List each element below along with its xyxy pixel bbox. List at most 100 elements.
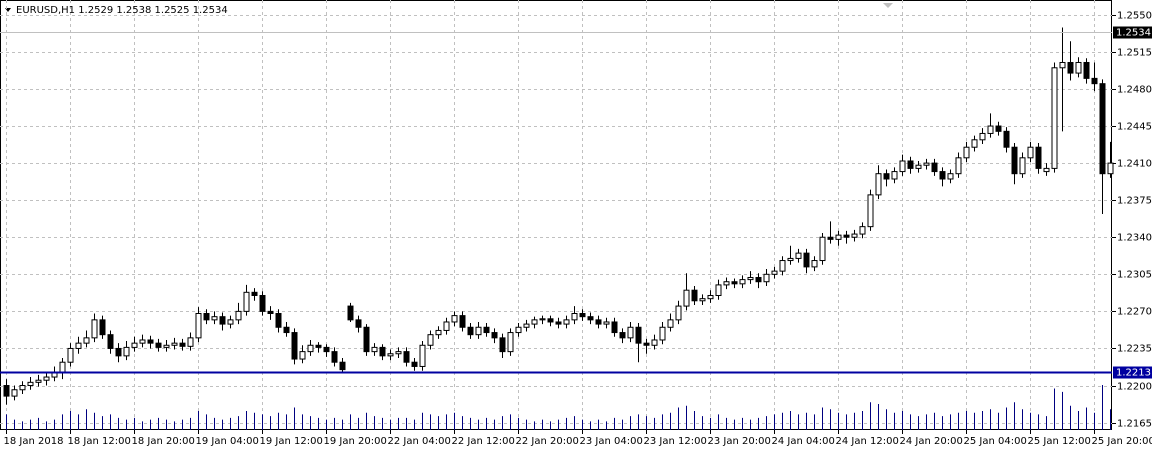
candle-body <box>11 389 18 397</box>
candle-body <box>923 162 930 166</box>
candle-body <box>987 125 994 134</box>
candle-body <box>603 321 610 325</box>
candle-body <box>883 173 890 180</box>
candle-body <box>875 173 882 196</box>
candle-body <box>379 346 386 357</box>
candle-body <box>1035 146 1042 169</box>
candle-body <box>643 342 650 346</box>
candle-body <box>35 379 42 383</box>
candle-body <box>931 162 938 173</box>
candle-body <box>971 139 978 148</box>
candle-body <box>715 284 722 296</box>
candle-body <box>1043 167 1050 173</box>
candle-body <box>659 326 666 341</box>
candle-body <box>947 173 954 180</box>
candle-body <box>995 125 1002 132</box>
x-tick-label: 22 Jan 04:00 <box>388 436 451 447</box>
candle-body <box>507 332 514 353</box>
candle-body <box>387 353 394 357</box>
candle-body <box>43 376 50 381</box>
x-tick-label: 22 Jan 12:00 <box>452 436 515 447</box>
candle-body <box>795 252 802 259</box>
level-line-tag <box>1113 366 1152 379</box>
candle-body <box>611 321 618 334</box>
price-line-tag <box>1113 26 1152 39</box>
x-tick-label: 22 Jan 20:00 <box>516 436 579 447</box>
x-tick-label: 24 Jan 20:00 <box>900 436 963 447</box>
x-tick-label: 19 Jan 04:00 <box>196 436 259 447</box>
candle-body <box>563 319 570 325</box>
candle-body <box>595 319 602 325</box>
candle-body <box>851 233 858 238</box>
candle-body <box>819 236 826 262</box>
candle-body <box>67 347 74 363</box>
candle-body <box>99 319 106 336</box>
candle-body <box>475 326 482 336</box>
candle-body <box>691 289 698 302</box>
shift-marker[interactable] <box>883 3 893 8</box>
candle-body <box>763 273 770 283</box>
candle-body <box>891 171 898 180</box>
y-tick-label: 1.2375 <box>1117 196 1152 207</box>
candle-body <box>283 326 290 334</box>
candle-body <box>227 319 234 325</box>
candle-body <box>979 132 986 141</box>
candle-body <box>187 337 194 347</box>
candle-body <box>547 318 554 323</box>
candle-body <box>835 234 842 240</box>
candle-body <box>707 294 714 300</box>
x-tick-label: 23 Jan 20:00 <box>708 436 771 447</box>
candle-body <box>827 236 834 240</box>
candle-body <box>435 329 442 336</box>
candle-body <box>91 319 98 339</box>
candle-body <box>411 361 418 367</box>
candle-body <box>907 160 914 169</box>
candle-body <box>83 337 90 344</box>
candle-body <box>939 171 946 180</box>
candle-body <box>1051 67 1058 169</box>
candle-body <box>899 160 906 173</box>
candle-body <box>523 323 530 328</box>
candle-body <box>299 351 306 360</box>
candle-body <box>1027 146 1034 159</box>
candle-body <box>515 326 522 334</box>
candle-body <box>459 315 466 328</box>
candle-body <box>155 342 162 348</box>
x-tick-label: 24 Jan 12:00 <box>836 436 899 447</box>
y-tick-label: 1.2480 <box>1117 85 1152 96</box>
x-tick-label: 18 Jan 20:00 <box>132 436 195 447</box>
candle-body <box>483 326 490 334</box>
candle-body <box>811 260 818 268</box>
y-tick-label: 1.2305 <box>1117 270 1152 281</box>
candle-body <box>203 312 210 321</box>
candle-body <box>627 326 634 339</box>
candle-body <box>1003 130 1010 148</box>
candle-body <box>211 316 218 321</box>
candle-body <box>755 276 762 283</box>
candle-body <box>1075 61 1082 74</box>
candle-body <box>179 342 186 347</box>
candle-body <box>731 281 738 285</box>
candle-body <box>195 312 202 339</box>
candle-body <box>275 312 282 328</box>
y-tick-label: 1.2200 <box>1117 382 1152 393</box>
candle-body <box>1091 77 1098 85</box>
y-tick-label: 1.2270 <box>1117 307 1152 318</box>
candle-body <box>539 318 546 321</box>
candle-body <box>587 316 594 321</box>
candle-body <box>635 326 642 344</box>
x-tick-label: 19 Jan 12:00 <box>260 436 323 447</box>
candle-body <box>571 312 578 321</box>
candle-body <box>699 298 706 302</box>
candle-body <box>1059 61 1066 69</box>
candle-body <box>163 344 170 348</box>
y-tick-label: 1.2410 <box>1117 159 1152 170</box>
candle-body <box>467 326 474 336</box>
candle-body <box>291 332 298 360</box>
candle-body <box>443 321 450 331</box>
candle-body <box>739 279 746 285</box>
candle-body <box>19 385 26 391</box>
candle-body <box>147 339 154 344</box>
candle-body <box>1107 162 1114 175</box>
